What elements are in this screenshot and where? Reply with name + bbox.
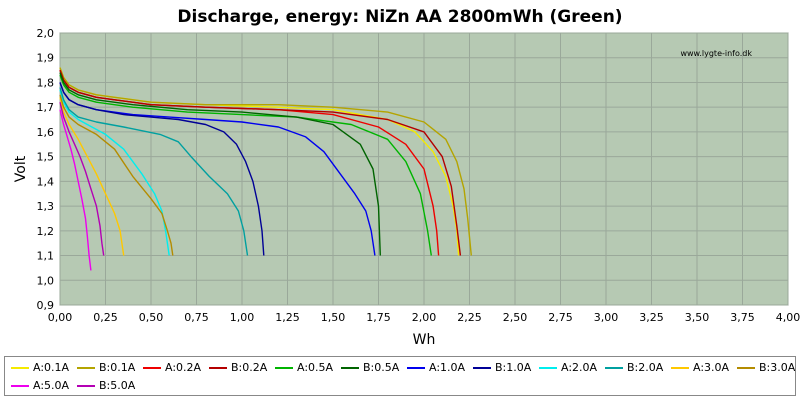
x-tick-label: 3,75 — [730, 311, 755, 324]
x-tick-label: 3,00 — [594, 311, 619, 324]
x-tick-label: 4,00 — [776, 311, 800, 324]
legend-item: B:0.5A — [341, 361, 399, 374]
x-tick-label: 0,25 — [93, 311, 118, 324]
legend-item: B:3.0A — [737, 361, 795, 374]
legend-item: B:5.0A — [77, 379, 135, 392]
legend-item: B:1.0A — [473, 361, 531, 374]
y-tick-label: 2,0 — [37, 27, 55, 40]
y-tick-label: 1,5 — [37, 151, 55, 164]
y-tick-label: 1,8 — [37, 76, 55, 89]
x-tick-label: 2,50 — [503, 311, 528, 324]
legend-swatch — [605, 367, 623, 369]
legend-label: A:0.2A — [165, 361, 202, 374]
series-line-a-0-5a — [59, 74, 432, 256]
legend-label: A:5.0A — [33, 379, 70, 392]
legend-swatch — [143, 367, 161, 369]
legend-label: B:0.5A — [363, 361, 400, 374]
x-tick-label: 1,00 — [230, 311, 255, 324]
legend-label: A:1.0A — [429, 361, 466, 374]
legend-item: A:3.0A — [671, 361, 729, 374]
y-tick-label: 0,9 — [37, 299, 55, 312]
legend-swatch — [11, 385, 29, 387]
x-axis-label: Wh — [413, 332, 436, 348]
series-line-b-0-5a — [59, 72, 381, 256]
legend-label: A:2.0A — [561, 361, 598, 374]
series-line-b-0-2a — [59, 69, 462, 256]
y-tick-label: 1,1 — [37, 250, 55, 263]
y-tick-label: 1,4 — [37, 175, 55, 188]
series-lines — [59, 67, 472, 271]
x-tick-label: 1,50 — [321, 311, 346, 324]
legend-label: B:3.0A — [759, 361, 796, 374]
legend-label: A:0.1A — [33, 361, 70, 374]
legend-swatch — [11, 367, 29, 369]
series-line-b-5-0a — [59, 102, 105, 256]
legend-label: B:1.0A — [495, 361, 532, 374]
legend-swatch — [473, 367, 491, 369]
legend-swatch — [407, 367, 425, 369]
series-line-b-2-0a — [59, 87, 249, 256]
legend-item: B:2.0A — [605, 361, 663, 374]
legend-swatch — [209, 367, 227, 369]
x-tick-label: 3,50 — [685, 311, 710, 324]
legend-label: A:0.5A — [297, 361, 334, 374]
legend-swatch — [539, 367, 557, 369]
legend-item: A:0.2A — [143, 361, 201, 374]
x-tick-label: 1,25 — [275, 311, 300, 324]
legend-swatch — [77, 367, 95, 369]
watermark: www.lygte-info.dk — [680, 49, 752, 58]
legend: A:0.1A B:0.1A A:0.2A B:0.2A A:0.5A B:0.5A A:1.… — [4, 356, 796, 396]
series-line-b-3-0a — [59, 94, 174, 256]
x-tick-label: 0,75 — [184, 311, 209, 324]
x-tick-label: 2,75 — [548, 311, 573, 324]
legend-item: A:5.0A — [11, 379, 69, 392]
legend-item: A:0.1A — [11, 361, 69, 374]
y-axis-label: Volt — [13, 155, 29, 182]
y-tick-label: 1,9 — [37, 52, 55, 65]
legend-swatch — [341, 367, 359, 369]
legend-item: A:0.5A — [275, 361, 333, 374]
chart-title: Discharge, energy: NiZn AA 2800mWh (Gree… — [177, 7, 622, 27]
legend-label: B:0.2A — [231, 361, 268, 374]
tick-labels: 0,00 0,25 0,50 0,75 1,00 1,25 1,50 1,75 2,00 2,25… — [37, 27, 800, 324]
series-line-a-3-0a — [59, 97, 125, 256]
legend-label: B:0.1A — [99, 361, 136, 374]
series-line-b-0-1a — [59, 67, 472, 256]
legend-label: B:2.0A — [627, 361, 664, 374]
legend-item: A:2.0A — [539, 361, 597, 374]
legend-item: A:1.0A — [407, 361, 465, 374]
x-tick-label: 0,00 — [48, 311, 73, 324]
x-tick-label: 2,00 — [412, 311, 437, 324]
series-line-a-2-0a — [59, 89, 170, 256]
legend-swatch — [737, 367, 755, 369]
y-tick-label: 1,0 — [37, 274, 55, 287]
y-tick-label: 1,7 — [37, 101, 55, 114]
series-line-a-5-0a — [59, 109, 92, 271]
x-tick-label: 2,25 — [457, 311, 482, 324]
y-tick-label: 1,3 — [37, 200, 55, 213]
legend-swatch — [275, 367, 293, 369]
legend-label: B:5.0A — [99, 379, 136, 392]
series-line-b-1-0a — [59, 82, 265, 256]
legend-swatch — [77, 385, 95, 387]
legend-swatch — [671, 367, 689, 369]
y-tick-label: 1,2 — [37, 225, 55, 238]
legend-item: B:0.2A — [209, 361, 267, 374]
x-tick-label: 1,75 — [366, 311, 391, 324]
legend-label: A:3.0A — [693, 361, 730, 374]
x-tick-label: 0,50 — [139, 311, 164, 324]
x-tick-label: 3,25 — [639, 311, 664, 324]
legend-item: B:0.1A — [77, 361, 135, 374]
y-tick-label: 1,6 — [37, 126, 55, 139]
